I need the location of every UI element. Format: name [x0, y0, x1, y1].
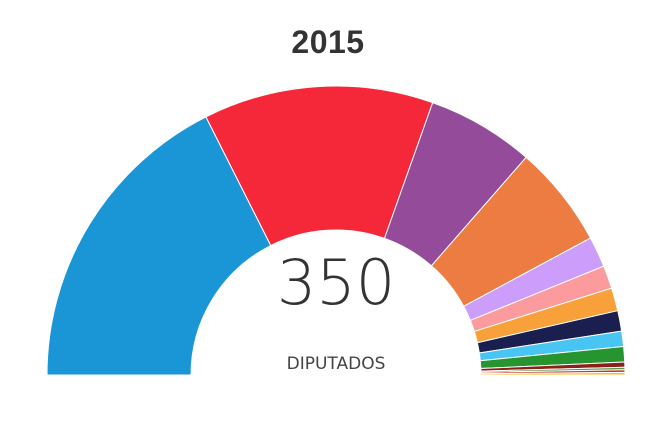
seat-slice-1[interactable] — [46, 116, 272, 376]
seat-slice-14[interactable] — [480, 371, 626, 376]
seat-slice-2[interactable] — [205, 85, 434, 247]
chart-title: 2015 — [291, 24, 365, 60]
total-seats-value: 350 — [276, 246, 396, 319]
total-seats-label: DIPUTADOS — [286, 354, 386, 374]
